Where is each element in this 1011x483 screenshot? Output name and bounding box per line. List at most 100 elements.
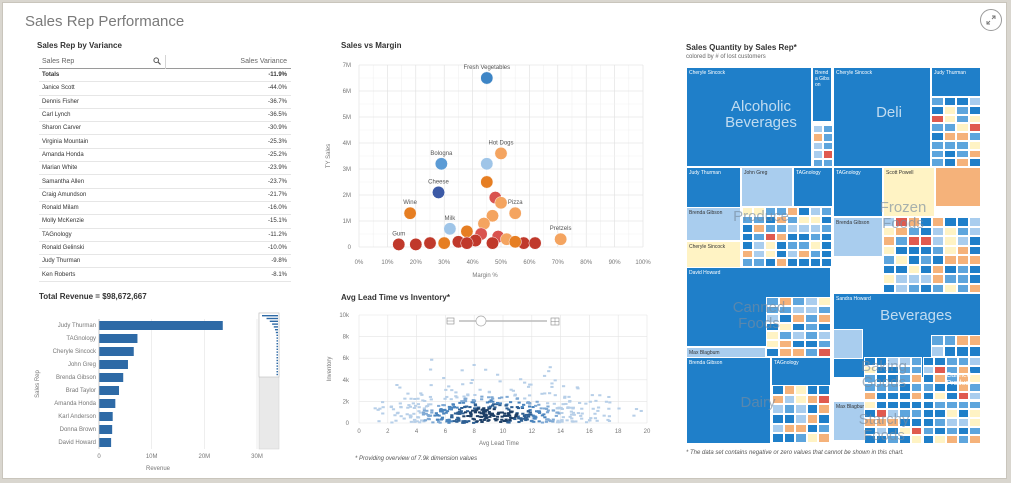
treemap-small-tile[interactable] [795,423,807,434]
treemap-small-tile[interactable] [968,158,981,167]
treemap-small-tile[interactable] [772,423,784,434]
treemap-small-tile[interactable] [775,241,787,250]
table-row[interactable]: Craig Amundson -21.7% [39,189,291,202]
treemap-small-tile[interactable] [968,149,981,159]
treemap-small-tile[interactable] [934,426,946,436]
treemap-small-tile[interactable] [742,215,754,225]
treemap-small-tile[interactable] [957,383,970,392]
treemap-small-tile[interactable] [742,241,754,250]
treemap-small-tile[interactable] [887,365,900,375]
treemap-small-tile[interactable] [907,274,920,284]
treemap-small-tile[interactable] [766,322,779,332]
treemap-small-tile[interactable] [779,297,792,306]
treemap-small-tile[interactable] [805,305,818,315]
treemap-small-tile[interactable] [969,400,981,410]
treemap-small-tile[interactable] [864,374,876,384]
table-row[interactable]: Judy Thurman -9.8% [39,255,291,269]
treemap-small-tile[interactable] [969,357,981,366]
treemap-small-tile[interactable] [932,245,945,255]
treemap-small-tile[interactable] [818,414,830,424]
treemap-small-tile[interactable] [823,158,833,167]
scatter-point[interactable] [403,206,417,220]
treemap-small-tile[interactable] [919,236,932,246]
treemap-small-tile[interactable] [764,207,776,216]
treemap-small-tile[interactable] [883,283,896,293]
treemap-small-tile[interactable] [899,417,911,427]
treemap-small-tile[interactable] [818,404,830,414]
treemap-small-tile[interactable] [820,241,832,250]
treemap-small-tile[interactable] [818,314,831,323]
treemap-small-tile[interactable] [907,236,920,246]
treemap-small-tile[interactable] [969,383,981,392]
treemap-tile[interactable]: Judy Thurman [931,67,981,97]
treemap-small-tile[interactable] [775,207,787,216]
scatter-point[interactable] [494,196,508,210]
treemap-small-tile[interactable] [772,433,784,443]
treemap-small-tile[interactable] [809,215,821,225]
treemap-small-tile[interactable] [945,426,958,436]
treemap-small-tile[interactable] [943,335,956,346]
treemap-small-tile[interactable] [805,339,818,349]
treemap-small-tile[interactable] [806,385,819,395]
treemap-small-tile[interactable] [783,394,796,405]
treemap-small-tile[interactable] [864,417,876,427]
treemap-small-tile[interactable] [787,232,799,242]
treemap-small-tile[interactable] [779,314,792,323]
treemap-small-tile[interactable] [945,383,958,392]
treemap-small-tile[interactable] [968,123,981,132]
table-row[interactable]: Ken Roberts -8.1% [39,268,291,282]
treemap-small-tile[interactable] [957,357,970,366]
treemap-small-tile[interactable] [818,385,830,395]
treemap-small-tile[interactable] [883,245,896,255]
treemap-small-tile[interactable] [887,357,900,366]
scatter-point[interactable] [494,146,508,160]
treemap-small-tile[interactable] [795,404,807,414]
treemap-small-tile[interactable] [907,264,920,274]
treemap-small-tile[interactable] [792,314,805,323]
treemap-small-tile[interactable] [944,236,957,246]
treemap-small-tile[interactable] [919,274,932,284]
treemap-small-tile[interactable] [944,217,957,227]
treemap-small-tile[interactable] [919,245,932,255]
treemap-tile[interactable] [935,167,981,207]
treemap-small-tile[interactable] [899,409,911,418]
treemap-small-tile[interactable] [887,400,900,410]
treemap-small-tile[interactable] [813,158,823,167]
treemap-small-tile[interactable] [883,217,896,227]
treemap-small-tile[interactable] [907,217,920,227]
treemap-small-tile[interactable] [887,391,900,401]
treemap-small-tile[interactable] [766,305,779,315]
treemap-small-tile[interactable] [766,331,779,340]
treemap-small-tile[interactable] [931,123,944,132]
treemap-small-tile[interactable] [864,383,876,392]
treemap-small-tile[interactable] [919,217,932,227]
treemap-small-tile[interactable] [895,236,908,246]
treemap-small-tile[interactable] [883,274,896,284]
treemap-small-tile[interactable] [895,283,908,293]
treemap-small-tile[interactable] [945,409,958,418]
treemap-small-tile[interactable] [895,264,908,274]
treemap-small-tile[interactable] [922,417,935,427]
treemap-small-tile[interactable] [910,417,923,427]
treemap-small-tile[interactable] [934,374,946,384]
treemap-small-tile[interactable] [820,249,832,259]
treemap-small-tile[interactable] [910,365,923,375]
treemap-small-tile[interactable] [875,374,888,384]
treemap-small-tile[interactable] [875,365,888,375]
treemap-small-tile[interactable] [922,426,935,436]
treemap-small-tile[interactable] [798,224,810,233]
treemap-small-tile[interactable] [798,215,810,225]
scatter-point[interactable] [508,206,522,220]
treemap-small-tile[interactable] [969,365,981,375]
treemap-small-tile[interactable] [969,417,981,427]
treemap-small-tile[interactable] [968,114,981,124]
treemap-small-tile[interactable] [907,226,920,236]
treemap-small-tile[interactable] [742,207,754,216]
treemap-small-tile[interactable] [792,297,805,306]
treemap-small-tile[interactable] [922,391,935,401]
treemap-small-tile[interactable] [864,409,876,418]
treemap-small-tile[interactable] [943,114,956,124]
treemap-small-tile[interactable] [813,141,823,151]
scatter-point[interactable] [409,237,423,251]
table-row[interactable]: TAGnology -11.2% [39,229,291,242]
